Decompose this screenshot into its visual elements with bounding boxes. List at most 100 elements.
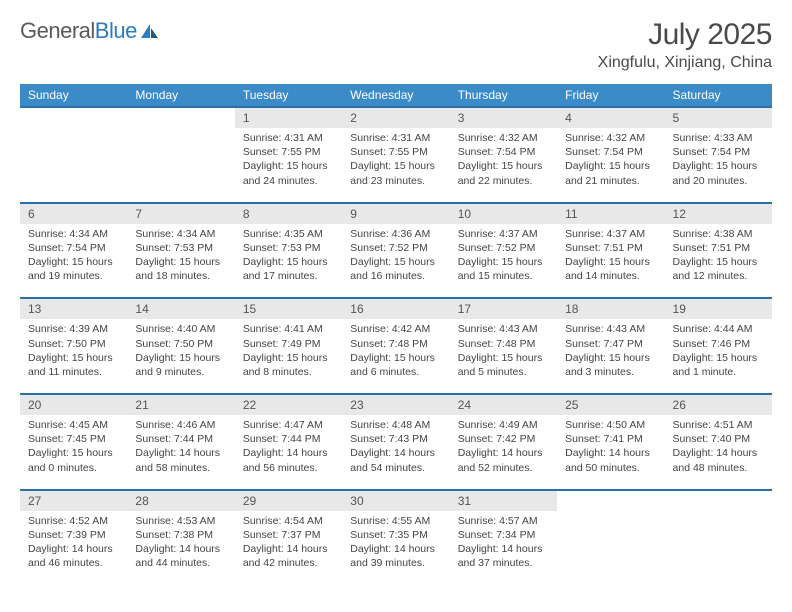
daylight-line: Daylight: 15 hours and 20 minutes. xyxy=(673,160,758,186)
day-cell: Sunrise: 4:34 AMSunset: 7:54 PMDaylight:… xyxy=(20,224,127,299)
day-cell: Sunrise: 4:57 AMSunset: 7:34 PMDaylight:… xyxy=(450,511,557,585)
sunset-line: Sunset: 7:54 PM xyxy=(28,242,106,254)
sunset-line: Sunset: 7:43 PM xyxy=(350,433,428,445)
day-number: 17 xyxy=(450,298,557,319)
daylight-line: Daylight: 15 hours and 3 minutes. xyxy=(565,352,650,378)
sunrise-line: Sunrise: 4:43 AM xyxy=(458,323,538,335)
day-cell: Sunrise: 4:51 AMSunset: 7:40 PMDaylight:… xyxy=(665,415,772,490)
brand-text: GeneralBlue xyxy=(20,18,137,44)
day-cell: Sunrise: 4:48 AM Sunset: 7:43 PM Daylight:… xyxy=(342,415,449,490)
sunrise-line: Sunrise: 4:41 AM xyxy=(243,323,323,335)
daylight-line: Daylight: 15 hours and 12 minutes. xyxy=(673,256,758,282)
sunset-line: Sunset: 7:46 PM xyxy=(673,338,751,350)
sunset-line: Sunset: 7:45 PM xyxy=(28,433,106,445)
sunset-line: Sunset: 7:48 PM xyxy=(350,338,428,350)
sunset-line: Sunset: 7:50 PM xyxy=(28,338,106,350)
day-content-row: Sunrise: 4:34 AMSunset: 7:54 PMDaylight:… xyxy=(20,224,772,299)
sunrise-line: Sunrise: 4:47 AM xyxy=(243,419,323,431)
location-text: Xingfulu, Xinjiang, China xyxy=(598,54,772,72)
daylight-line: Daylight: 14 hours and 42 minutes. xyxy=(243,543,328,569)
daylight-line: Daylight: 14 hours and 58 minutes. xyxy=(135,447,220,473)
day-cell: Sunrise: 4:52 AMSunset: 7:39 PMDaylight:… xyxy=(20,511,127,585)
daylight-line: Daylight: 15 hours and 0 minutes. xyxy=(28,447,113,473)
title-block: July 2025 Xingfulu, Xinjiang, China xyxy=(598,18,772,72)
header: GeneralBlue July 2025 Xingfulu, Xinjiang… xyxy=(20,18,772,72)
daylight-line: Daylight: 14 hours and 37 minutes. xyxy=(458,543,543,569)
sunset-line: Sunset: 7:53 PM xyxy=(243,242,321,254)
sunrise-line: Sunrise: 4:37 AM xyxy=(565,228,645,240)
sunset-line: Sunset: 7:54 PM xyxy=(458,146,536,158)
daylight-line: Daylight: 15 hours and 21 minutes. xyxy=(565,160,650,186)
weekday-header: Wednesday xyxy=(342,84,449,107)
day-number xyxy=(20,107,127,128)
sunrise-line: Sunrise: 4:46 AM xyxy=(135,419,215,431)
sunset-line: Sunset: 7:40 PM xyxy=(673,433,751,445)
sunset-line: Sunset: 7:47 PM xyxy=(565,338,643,350)
daylight-line: Daylight: 14 hours and 50 minutes. xyxy=(565,447,650,473)
sunrise-line: Sunrise: 4:37 AM xyxy=(458,228,538,240)
daylight-line: Daylight: 15 hours and 18 minutes. xyxy=(135,256,220,282)
day-cell: Sunrise: 4:45 AM Sunset: 7:45 PM Daylight:… xyxy=(20,415,127,490)
daylight-line: Daylight: 15 hours and 8 minutes. xyxy=(243,352,328,378)
daylight-line: Daylight: 15 hours and 6 minutes. xyxy=(350,352,435,378)
sunrise-line: Sunrise: 4:38 AM xyxy=(673,228,753,240)
day-cell: Sunrise: 4:39 AMSunset: 7:50 PMDaylight:… xyxy=(20,319,127,394)
day-number: 6 xyxy=(20,203,127,224)
day-number: 22 xyxy=(235,394,342,415)
sunrise-line: Sunrise: 4:45 AM xyxy=(28,419,108,431)
day-number: 15 xyxy=(235,298,342,319)
day-number: 9 xyxy=(342,203,449,224)
sunset-line: Sunset: 7:55 PM xyxy=(243,146,321,158)
day-number: 21 xyxy=(127,394,234,415)
day-number xyxy=(665,490,772,511)
day-content-row: Sunrise: 4:31 AMSunset: 7:55 PMDaylight:… xyxy=(20,128,772,203)
sunrise-line: Sunrise: 4:32 AM xyxy=(565,132,645,144)
daylight-line: Daylight: 14 hours and 44 minutes. xyxy=(135,543,220,569)
daylight-line: Daylight: 14 hours and 54 minutes. xyxy=(350,447,435,473)
day-content-row: Sunrise: 4:39 AMSunset: 7:50 PMDaylight:… xyxy=(20,319,772,394)
day-number: 1 xyxy=(235,107,342,128)
sunset-line: Sunset: 7:55 PM xyxy=(350,146,428,158)
daylight-line: Daylight: 15 hours and 1 minute. xyxy=(673,352,758,378)
day-cell: Sunrise: 4:37 AMSunset: 7:52 PMDaylight:… xyxy=(450,224,557,299)
daylight-line: Daylight: 15 hours and 16 minutes. xyxy=(350,256,435,282)
sunset-line: Sunset: 7:49 PM xyxy=(243,338,321,350)
sunset-line: Sunset: 7:41 PM xyxy=(565,433,643,445)
day-cell xyxy=(127,128,234,203)
sail-icon xyxy=(140,22,160,40)
day-number: 14 xyxy=(127,298,234,319)
sunset-line: Sunset: 7:37 PM xyxy=(243,529,321,541)
day-content-row: Sunrise: 4:52 AMSunset: 7:39 PMDaylight:… xyxy=(20,511,772,585)
day-number: 16 xyxy=(342,298,449,319)
day-number: 24 xyxy=(450,394,557,415)
day-cell: Sunrise: 4:32 AMSunset: 7:54 PMDaylight:… xyxy=(450,128,557,203)
sunset-line: Sunset: 7:54 PM xyxy=(565,146,643,158)
day-cell: Sunrise: 4:53 AMSunset: 7:38 PMDaylight:… xyxy=(127,511,234,585)
sunset-line: Sunset: 7:48 PM xyxy=(458,338,536,350)
day-number: 26 xyxy=(665,394,772,415)
daylight-line: Daylight: 15 hours and 22 minutes. xyxy=(458,160,543,186)
day-number: 8 xyxy=(235,203,342,224)
day-cell: Sunrise: 4:32 AM Sunset: 7:54 PM Daylight:… xyxy=(557,128,664,203)
sunrise-line: Sunrise: 4:48 AM xyxy=(350,419,430,431)
sunset-line: Sunset: 7:34 PM xyxy=(458,529,536,541)
day-number: 27 xyxy=(20,490,127,511)
day-number: 28 xyxy=(127,490,234,511)
sunrise-line: Sunrise: 4:43 AM xyxy=(565,323,645,335)
day-content-row: Sunrise: 4:45 AM Sunset: 7:45 PM Daylight:… xyxy=(20,415,772,490)
day-number: 18 xyxy=(557,298,664,319)
daylight-line: Daylight: 14 hours and 52 minutes. xyxy=(458,447,543,473)
day-number xyxy=(557,490,664,511)
day-cell: Sunrise: 4:49 AMSunset: 7:42 PMDaylight:… xyxy=(450,415,557,490)
day-cell xyxy=(665,511,772,585)
sunrise-line: Sunrise: 4:36 AM xyxy=(350,228,430,240)
day-number-row: 20212223242526 xyxy=(20,394,772,415)
day-number: 3 xyxy=(450,107,557,128)
day-cell: Sunrise: 4:38 AMSunset: 7:51 PMDaylight:… xyxy=(665,224,772,299)
sunrise-line: Sunrise: 4:51 AM xyxy=(673,419,753,431)
day-cell: Sunrise: 4:33 AMSunset: 7:54 PMDaylight:… xyxy=(665,128,772,203)
day-number: 29 xyxy=(235,490,342,511)
month-title: July 2025 xyxy=(598,18,772,52)
day-number-row: 13141516171819 xyxy=(20,298,772,319)
sunset-line: Sunset: 7:52 PM xyxy=(458,242,536,254)
